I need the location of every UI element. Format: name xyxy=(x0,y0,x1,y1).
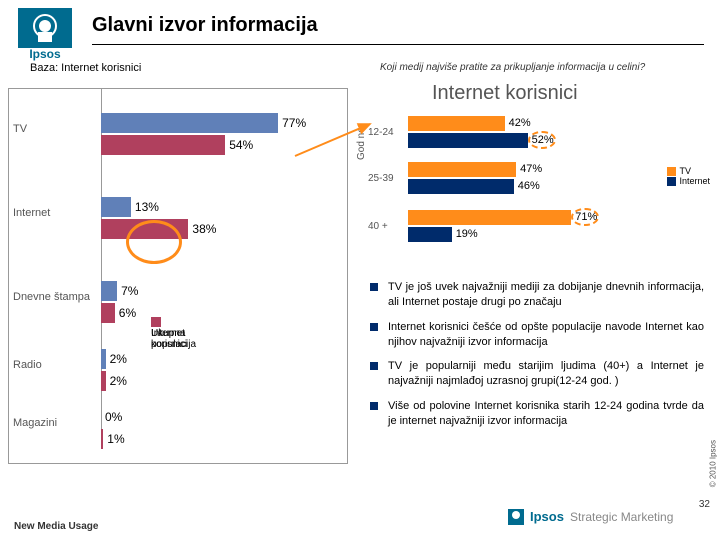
svg-text:Strategic Marketing: Strategic Marketing xyxy=(570,510,673,524)
title-divider xyxy=(92,44,704,45)
left-bar-value: 7% xyxy=(121,284,138,298)
right-bar-value: 19% xyxy=(456,228,478,240)
right-bar xyxy=(408,179,514,194)
left-bar-value: 54% xyxy=(229,138,253,152)
left-bar-value: 13% xyxy=(135,200,159,214)
slide-title: Glavni izvor informacija xyxy=(92,14,318,37)
ipsos-logo: Ipsos xyxy=(18,8,72,67)
bullet-item: Internet korisnici češće od opšte popula… xyxy=(370,320,704,350)
bullet-text: Više od polovine Internet korisnika star… xyxy=(388,399,704,429)
copyright-text: © 2010 Ipsos xyxy=(708,440,717,487)
highlight-circle-left xyxy=(126,220,182,264)
left-bar xyxy=(101,371,106,391)
left-bar xyxy=(101,113,278,133)
right-category-label: 40 + xyxy=(368,221,388,232)
left-bar-value: 6% xyxy=(119,306,136,320)
right-bar xyxy=(408,210,571,225)
bullet-icon xyxy=(370,362,378,370)
right-bar-chart: God ne 12-2442%52%25-3947%46%40 +71%19% … xyxy=(360,110,710,262)
left-category-label: Magazini xyxy=(9,417,97,429)
left-bar-value: 2% xyxy=(110,374,127,388)
bullet-text: TV je još uvek najvažniji mediji za dobi… xyxy=(388,280,704,310)
left-bar-value: 38% xyxy=(192,222,216,236)
bullet-icon xyxy=(370,402,378,410)
left-category-label: Internet xyxy=(9,207,97,219)
bullet-text: TV je popularniji među starijim ljudima … xyxy=(388,359,704,389)
left-bar-value: 2% xyxy=(110,352,127,366)
right-legend-item: Internet xyxy=(667,176,710,186)
right-category-label: 25-39 xyxy=(368,173,394,184)
bullet-list: TV je još uvek najvažniji mediji za dobi… xyxy=(370,280,704,439)
bullet-icon xyxy=(370,323,378,331)
arrow-icon xyxy=(290,116,380,166)
left-bar xyxy=(101,349,106,369)
right-bar-value: 42% xyxy=(509,117,531,129)
right-legend-item: TV xyxy=(667,166,710,176)
bullet-icon xyxy=(370,283,378,291)
left-bar xyxy=(101,197,131,217)
left-bar xyxy=(101,135,225,155)
left-category-label: TV xyxy=(9,123,97,135)
highlight-circle-right xyxy=(571,208,599,226)
right-bar-value: 47% xyxy=(520,163,542,175)
right-bar xyxy=(408,162,516,177)
right-bar xyxy=(408,116,505,131)
base-label: Baza: Internet korisnici xyxy=(30,62,141,74)
svg-text:Ipsos: Ipsos xyxy=(530,509,564,524)
bullet-text: Internet korisnici češće od opšte popula… xyxy=(388,320,704,350)
left-bar xyxy=(101,303,115,323)
page-number: 32 xyxy=(699,499,710,510)
left-legend-item: Internet korisnici xyxy=(151,317,187,350)
bullet-item: TV je popularniji među starijim ljudima … xyxy=(370,359,704,389)
right-bar xyxy=(408,227,452,242)
left-bar xyxy=(101,429,103,449)
right-bar-value: 46% xyxy=(518,180,540,192)
left-bar xyxy=(101,281,117,301)
highlight-circle-right xyxy=(528,131,556,149)
footer-left-text: New Media Usage xyxy=(14,521,98,532)
left-bar-value: 0% xyxy=(105,410,122,424)
left-bar-value: 1% xyxy=(107,432,124,446)
question-text: Koji medij najviše pratite za prikupljan… xyxy=(380,62,645,73)
right-bar xyxy=(408,133,528,148)
left-category-label: Dnevne štampa xyxy=(9,291,97,303)
bullet-item: TV je još uvek najvažniji mediji za dobi… xyxy=(370,280,704,310)
right-legend: TVInternet xyxy=(667,166,710,186)
footer-right-logo: Ipsos Strategic Marketing xyxy=(508,507,688,532)
right-chart-title: Internet korisnici xyxy=(432,82,578,105)
bullet-item: Više od polovine Internet korisnika star… xyxy=(370,399,704,429)
left-category-label: Radio xyxy=(9,359,97,371)
svg-text:Ipsos: Ipsos xyxy=(29,47,61,61)
